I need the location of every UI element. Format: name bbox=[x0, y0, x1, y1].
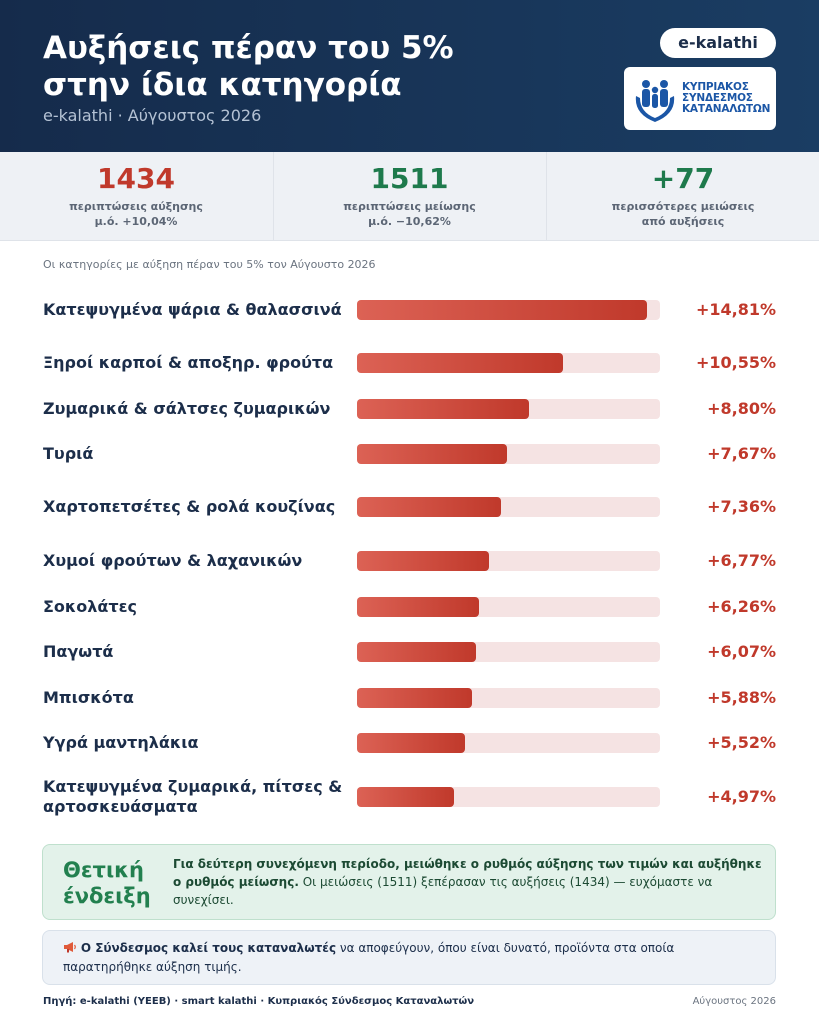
stat-label-line: περιπτώσεις μείωσης bbox=[343, 200, 476, 213]
stat-increases: 1434 περιπτώσεις αύξησης μ.ό. +10,04% bbox=[0, 152, 272, 241]
call-text: Ο Σύνδεσμος καλεί τους καταναλωτές να απ… bbox=[63, 939, 763, 977]
value-label: +6,07% bbox=[707, 642, 776, 661]
category-label: Χυμοί φρούτων & λαχανικών bbox=[43, 551, 303, 570]
stat-difference: +77 περισσότερες μειώσεις από αυξήσεις bbox=[546, 152, 819, 241]
footer-date: Αύγουστος 2026 bbox=[692, 996, 776, 1007]
positive-title: Θετική ένδειξη bbox=[63, 857, 163, 909]
stat-label: περισσότερες μειώσεις από αυξήσεις bbox=[547, 199, 819, 229]
stats-bar: 1434 περιπτώσεις αύξησης μ.ό. +10,04% 15… bbox=[0, 152, 819, 241]
stat-value: 1434 bbox=[97, 162, 175, 195]
value-label: +6,26% bbox=[707, 597, 776, 616]
logo-line-2: ΣΥΝΔΕΣΜΟΣ bbox=[682, 92, 753, 104]
category-label: Κατεψυγμένα ψάρια & θαλασσινά bbox=[43, 300, 342, 319]
bar-chart: Κατεψυγμένα ψάρια & θαλασσινά +14,81% Ξηρο… bbox=[0, 280, 819, 825]
stat-label: περιπτώσεις αύξησης μ.ό. +10,04% bbox=[0, 199, 272, 229]
stat-value: +77 bbox=[651, 162, 715, 195]
positive-indicator-box: Θετική ένδειξη Για δεύτερη συνεχόμενη πε… bbox=[42, 844, 776, 920]
value-label: +6,77% bbox=[707, 551, 776, 570]
bar bbox=[357, 399, 529, 419]
stat-label-line: από αυξήσεις bbox=[641, 215, 725, 228]
family-hands-icon bbox=[635, 79, 675, 122]
stat-label: περιπτώσεις μείωσης μ.ό. −10,62% bbox=[274, 199, 545, 229]
bar bbox=[357, 497, 501, 517]
consumer-call-box: Ο Σύνδεσμος καλεί τους καταναλωτές να απ… bbox=[42, 930, 776, 985]
positive-body-text: Οι μειώσεις (1511) ξεπέρασαν τις αυξήσει… bbox=[173, 875, 713, 907]
category-label: Υγρά μαντηλάκια bbox=[43, 733, 199, 752]
stat-label-line: περισσότερες μειώσεις bbox=[611, 200, 755, 213]
page-title: Αυξήσεις πέραν του 5% στην ίδια κατηγορί… bbox=[43, 30, 603, 104]
logo-line-1: ΚΥΠΡΙΑΚΟΣ bbox=[682, 81, 749, 93]
logo-text: ΚΥΠΡΙΑΚΟΣ ΣΥΝΔΕΣΜΟΣ ΚΑΤΑΝΑΛΩΤΩΝ bbox=[682, 82, 770, 115]
value-label: +5,52% bbox=[707, 733, 776, 752]
title-line-1: Αυξήσεις πέραν του 5% bbox=[43, 30, 454, 66]
call-body-text: να αποφεύγουν, όπου είναι δυνατό, προϊόν… bbox=[63, 941, 675, 974]
value-label: +4,97% bbox=[707, 787, 776, 806]
positive-bold-text: Για δεύτερη συνεχόμενη περίοδο, μειώθηκε… bbox=[173, 857, 762, 889]
value-label: +10,55% bbox=[695, 353, 776, 372]
bar bbox=[357, 444, 507, 464]
category-label: Ξηροί καρποί & αποξηρ. φρούτα bbox=[43, 353, 334, 372]
value-label: +5,88% bbox=[707, 688, 776, 707]
bar bbox=[357, 300, 647, 320]
value-label: +14,81% bbox=[695, 300, 776, 319]
value-label: +8,80% bbox=[707, 399, 776, 418]
stat-label-line: περιπτώσεις αύξησης bbox=[69, 200, 203, 213]
stat-value: 1511 bbox=[370, 162, 449, 195]
positive-text: Για δεύτερη συνεχόμενη περίοδο, μειώθηκε… bbox=[173, 855, 763, 909]
bar bbox=[357, 551, 489, 571]
chart-caption: Οι κατηγορίες με αύξηση πέραν του 5% τον… bbox=[43, 258, 376, 271]
category-label: Κατεψυγμένα ζυμαρικά, πίτσες & αρτοσκευά… bbox=[43, 777, 343, 816]
positive-title-line: ένδειξη bbox=[63, 884, 151, 908]
stat-label-line: μ.ό. +10,04% bbox=[94, 215, 178, 228]
category-label: Ζυμαρικά & σάλτσες ζυμαρικών bbox=[43, 399, 331, 418]
bar bbox=[357, 733, 465, 753]
bar bbox=[357, 688, 472, 708]
logo-line-3: ΚΑΤΑΝΑΛΩΤΩΝ bbox=[682, 103, 771, 115]
category-label: Σοκολάτες bbox=[43, 597, 137, 616]
category-label: Μπισκότα bbox=[43, 688, 134, 707]
page-subtitle: e-kalathi · Αύγουστος 2026 bbox=[43, 106, 262, 125]
brand-badge: e-kalathi bbox=[660, 28, 776, 58]
category-label: Παγωτά bbox=[43, 642, 114, 661]
stat-decreases: 1511 περιπτώσεις μείωσης μ.ό. −10,62% bbox=[273, 152, 545, 241]
bar bbox=[357, 787, 454, 807]
bar bbox=[357, 597, 479, 617]
stat-label-line: μ.ό. −10,62% bbox=[368, 215, 451, 228]
source-note: Πηγή: e-kalathi (ΥΕΕΒ) · smart kalathi ·… bbox=[43, 996, 475, 1007]
positive-title-line: Θετική bbox=[63, 858, 144, 882]
category-label: Τυριά bbox=[43, 444, 94, 463]
title-line-2: στην ίδια κατηγορία bbox=[43, 67, 402, 103]
association-logo: ΚΥΠΡΙΑΚΟΣ ΣΥΝΔΕΣΜΟΣ ΚΑΤΑΝΑΛΩΤΩΝ bbox=[624, 67, 776, 130]
category-label: Χαρτοπετσέτες & ρολά κουζίνας bbox=[43, 497, 336, 516]
bar bbox=[357, 353, 563, 373]
bar bbox=[357, 642, 476, 662]
header: Αυξήσεις πέραν του 5% στην ίδια κατηγορί… bbox=[0, 0, 819, 152]
value-label: +7,67% bbox=[707, 444, 776, 463]
megaphone-icon bbox=[64, 942, 76, 953]
call-bold-text: Ο Σύνδεσμος καλεί τους καταναλωτές bbox=[80, 941, 337, 955]
value-label: +7,36% bbox=[707, 497, 776, 516]
